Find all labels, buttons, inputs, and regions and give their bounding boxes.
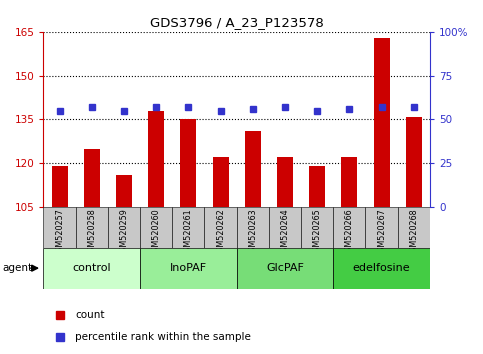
- Bar: [84, 149, 100, 207]
- Bar: [398, 207, 430, 248]
- Text: GSM520267: GSM520267: [377, 208, 386, 257]
- Bar: [116, 175, 132, 207]
- Text: InoPAF: InoPAF: [170, 263, 207, 273]
- Bar: [52, 166, 68, 207]
- Text: GSM520266: GSM520266: [345, 208, 354, 257]
- Text: GSM520264: GSM520264: [281, 208, 289, 257]
- Text: agent: agent: [2, 263, 32, 273]
- Bar: [366, 207, 398, 248]
- Text: GSM520258: GSM520258: [87, 208, 96, 257]
- Text: GSM520257: GSM520257: [55, 208, 64, 257]
- Text: GSM520261: GSM520261: [184, 208, 193, 257]
- Bar: [140, 248, 237, 289]
- Bar: [204, 207, 237, 248]
- Text: GSM520265: GSM520265: [313, 208, 322, 257]
- Bar: [333, 207, 366, 248]
- Bar: [269, 207, 301, 248]
- Bar: [333, 248, 430, 289]
- Bar: [406, 116, 422, 207]
- Bar: [373, 38, 390, 207]
- Bar: [43, 248, 140, 289]
- Text: GSM520263: GSM520263: [248, 208, 257, 257]
- Bar: [245, 131, 261, 207]
- Bar: [108, 207, 140, 248]
- Bar: [301, 207, 333, 248]
- Text: GSM520259: GSM520259: [119, 208, 128, 257]
- Bar: [213, 158, 228, 207]
- Text: GSM520260: GSM520260: [152, 208, 161, 257]
- Bar: [309, 166, 325, 207]
- Bar: [43, 207, 76, 248]
- Text: percentile rank within the sample: percentile rank within the sample: [75, 332, 251, 342]
- Bar: [237, 248, 333, 289]
- Bar: [180, 120, 197, 207]
- Text: GSM520262: GSM520262: [216, 208, 225, 257]
- Bar: [148, 111, 164, 207]
- Text: edelfosine: edelfosine: [353, 263, 411, 273]
- Bar: [76, 207, 108, 248]
- Bar: [237, 207, 269, 248]
- Text: count: count: [75, 310, 105, 320]
- Text: GSM520268: GSM520268: [409, 208, 418, 257]
- Bar: [277, 158, 293, 207]
- Bar: [140, 207, 172, 248]
- Text: GlcPAF: GlcPAF: [266, 263, 304, 273]
- Bar: [341, 158, 357, 207]
- Text: control: control: [72, 263, 111, 273]
- Bar: [172, 207, 204, 248]
- Title: GDS3796 / A_23_P123578: GDS3796 / A_23_P123578: [150, 16, 324, 29]
